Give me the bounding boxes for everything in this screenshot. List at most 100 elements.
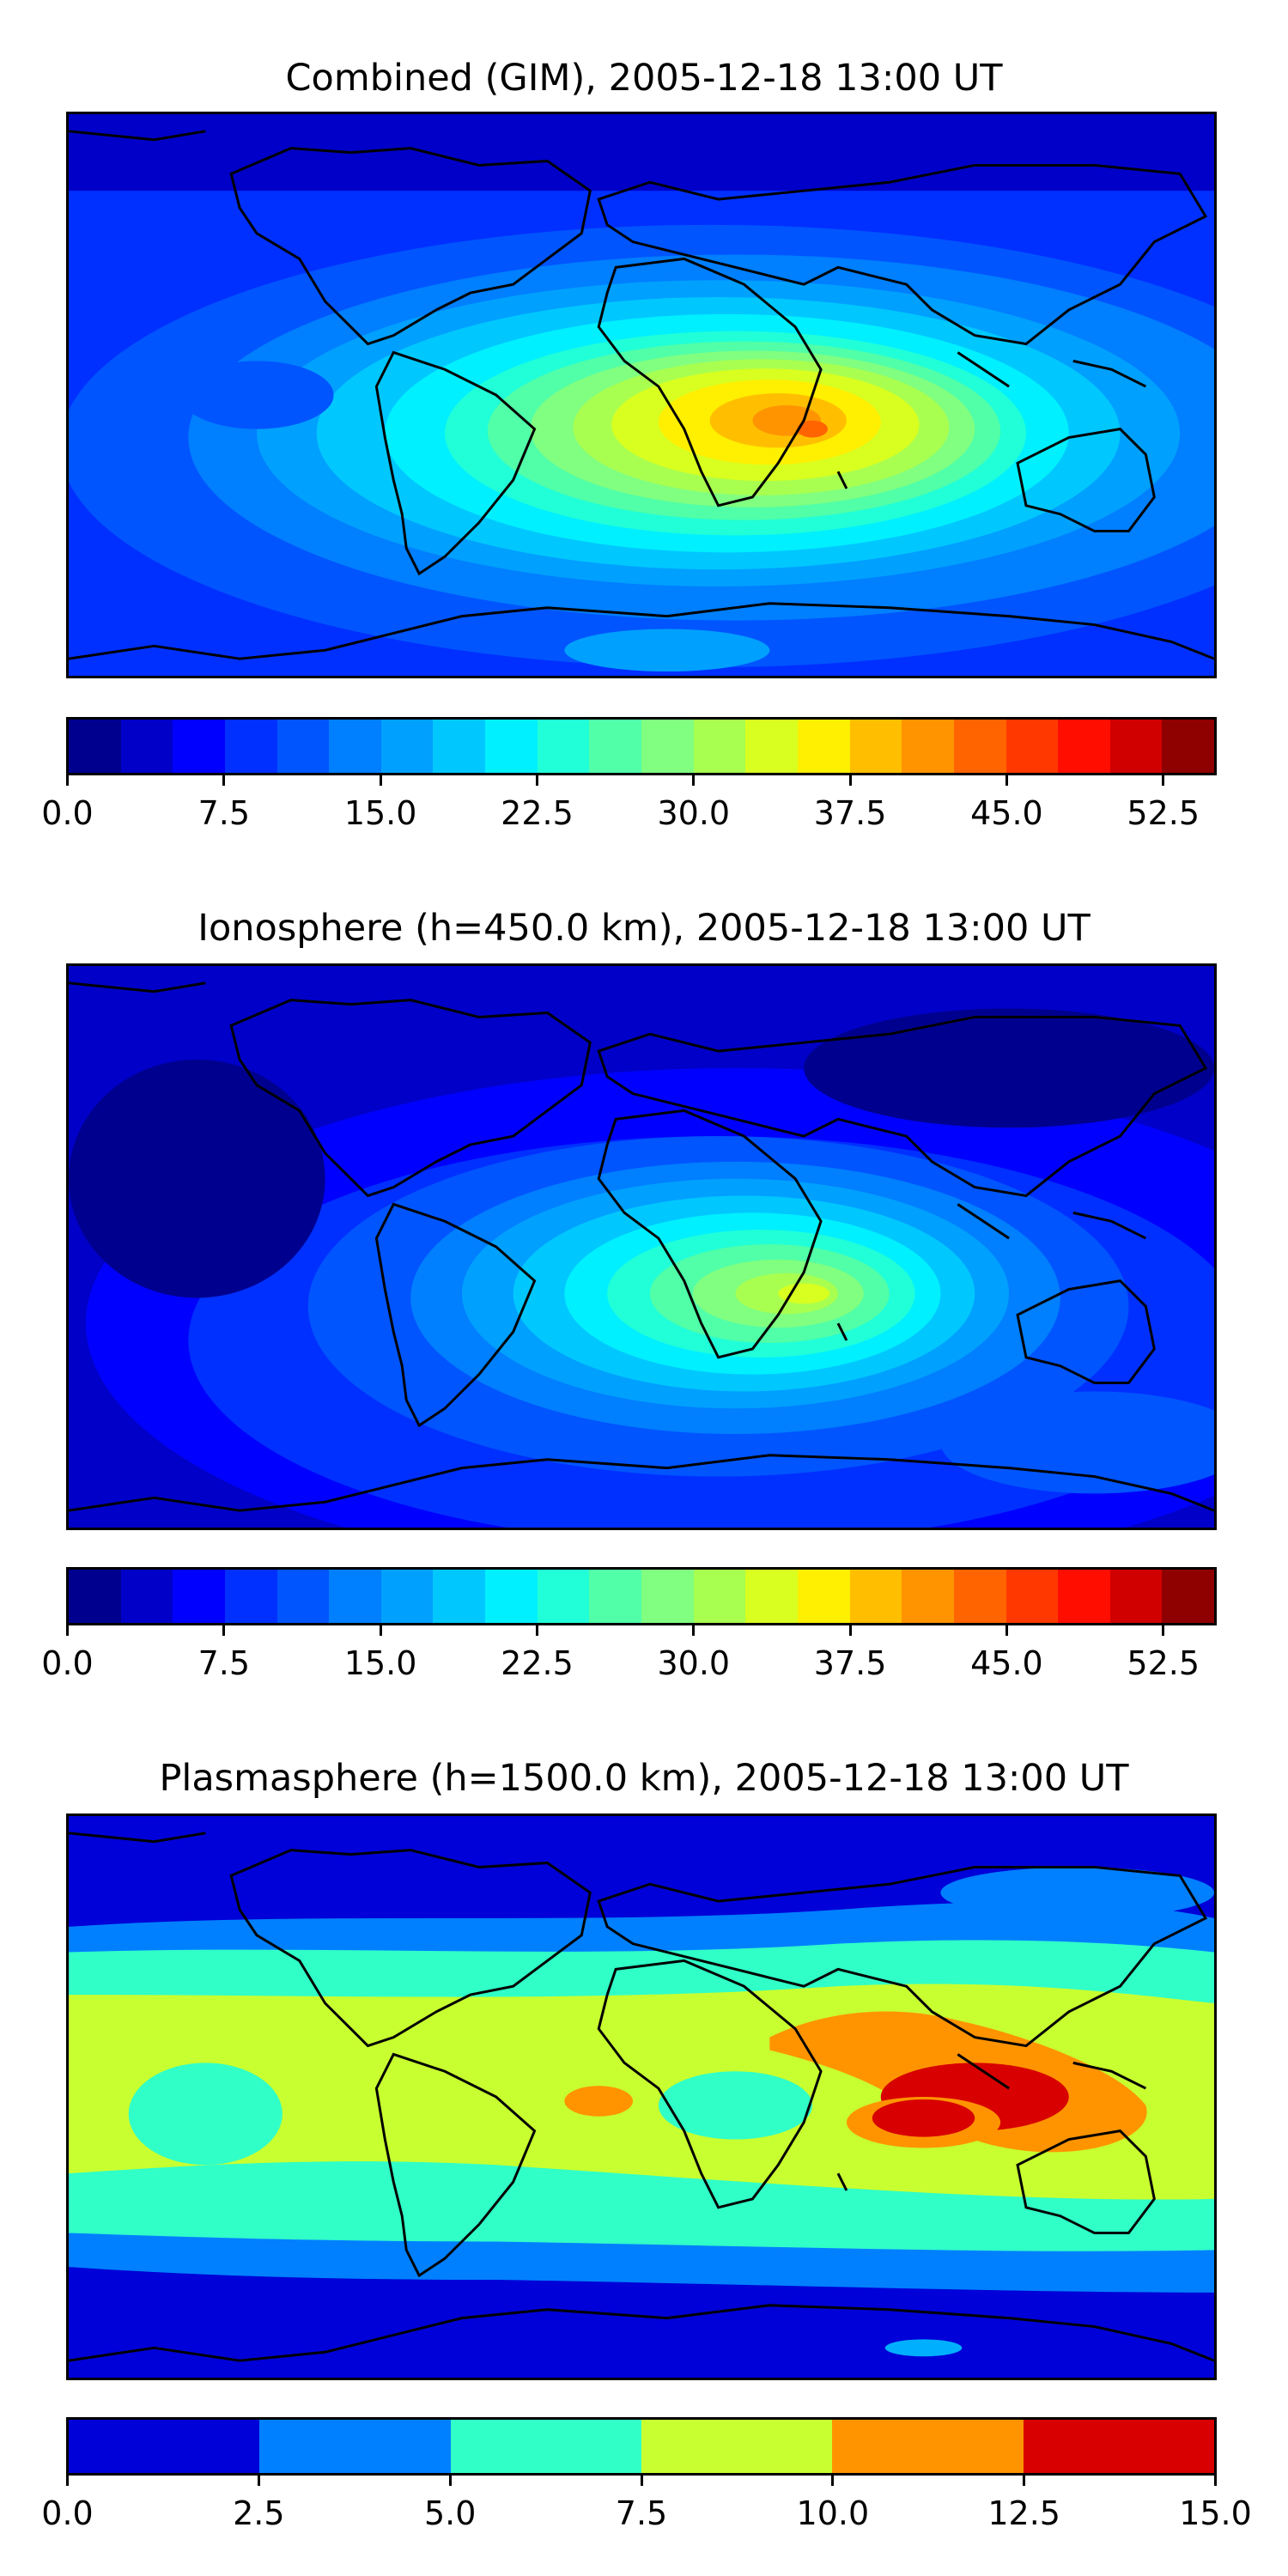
colorbar-tick-mark bbox=[448, 2476, 452, 2486]
map-title-ionosphere: Ionosphere (h=450.0 km), 2005-12-18 13:0… bbox=[197, 907, 1091, 950]
colorbar-ionosphere bbox=[66, 1567, 1217, 1625]
colorbar-segment bbox=[433, 720, 486, 773]
colorbar-tick-label: 45.0 bbox=[970, 1644, 1043, 1682]
colorbar-segment bbox=[485, 1570, 538, 1623]
colorbar-segment bbox=[589, 1570, 642, 1623]
colorbar-tick-mark bbox=[66, 1625, 69, 1636]
colorbar-tick-mark bbox=[831, 2476, 835, 2486]
colorbar-segment bbox=[1023, 2420, 1214, 2473]
colorbar-tick-mark bbox=[1162, 775, 1165, 786]
colorbar-segment bbox=[537, 720, 590, 773]
colorbar-segment bbox=[1162, 1570, 1215, 1623]
colorbar-segment bbox=[849, 720, 902, 773]
colorbar-tick-mark bbox=[66, 775, 69, 786]
tec-field-plasmasphere bbox=[69, 1816, 1214, 2378]
map-ionosphere bbox=[66, 963, 1217, 1530]
colorbar-segment bbox=[173, 1570, 225, 1623]
colorbar-tick-mark bbox=[1005, 775, 1008, 786]
colorbar-tick-mark bbox=[379, 1625, 382, 1636]
colorbar-segment bbox=[1162, 720, 1215, 773]
colorbar-tick-mark bbox=[692, 1625, 696, 1636]
colorbar-tick-mark bbox=[257, 2476, 260, 2486]
colorbar-tick-label: 30.0 bbox=[657, 1644, 731, 1682]
colorbar-tick-label: 30.0 bbox=[657, 794, 731, 832]
colorbar-segment bbox=[902, 1570, 954, 1623]
colorbar-tick-mark bbox=[535, 775, 538, 786]
map-title-combined: Combined (GIM), 2005-12-18 13:00 UT bbox=[285, 57, 1003, 100]
colorbar-segment bbox=[745, 720, 798, 773]
colorbar-tick-mark bbox=[1162, 1625, 1165, 1636]
colorbar-segment bbox=[329, 1570, 381, 1623]
tec-field-ionosphere bbox=[69, 966, 1214, 1528]
colorbar-ticks-plasmasphere: 0.0 2.5 5.0 7.5 10.0 12.5 15.0 bbox=[41, 2476, 1252, 2532]
colorbar-tick-label: 0.0 bbox=[41, 1644, 94, 1682]
colorbar-segment bbox=[797, 1570, 850, 1623]
colorbar-segment bbox=[797, 720, 850, 773]
colorbar-segment bbox=[276, 1570, 330, 1623]
colorbar-segment bbox=[224, 1570, 277, 1623]
colorbar-tick-label: 22.5 bbox=[501, 1644, 574, 1682]
colorbar-segment bbox=[953, 720, 1006, 773]
colorbar-segment bbox=[1109, 1570, 1163, 1623]
colorbar-segment bbox=[849, 1570, 902, 1623]
colorbar-tick-label: 22.5 bbox=[501, 794, 574, 832]
colorbar-segment bbox=[641, 1570, 694, 1623]
colorbar-tick-mark bbox=[1023, 2476, 1026, 2486]
colorbar-ticks-ionosphere: 0.0 7.5 15.0 22.5 30.0 37.5 45.0 52.5 bbox=[41, 1625, 1217, 1682]
colorbar-tick-label: 15.0 bbox=[1179, 2494, 1252, 2532]
colorbar-tick-label: 12.5 bbox=[987, 2494, 1060, 2532]
colorbar-tick-label: 0.0 bbox=[41, 794, 94, 832]
map-plasmasphere bbox=[66, 1814, 1217, 2380]
colorbar-tick-mark bbox=[692, 775, 696, 786]
colorbar-combined bbox=[66, 717, 1217, 775]
colorbar-segment bbox=[173, 720, 225, 773]
map-title-plasmasphere: Plasmasphere (h=1500.0 km), 2005-12-18 1… bbox=[159, 1757, 1129, 1800]
colorbar-segment bbox=[641, 2420, 833, 2473]
coastline-combined bbox=[69, 130, 1214, 660]
colorbar-segment bbox=[832, 2420, 1024, 2473]
colorbar-tick-mark bbox=[66, 2476, 69, 2486]
colorbar-segment bbox=[259, 2420, 451, 2473]
colorbar-segment bbox=[380, 1570, 434, 1623]
colorbar-tick-label: 52.5 bbox=[1127, 794, 1200, 832]
colorbar-segment bbox=[953, 1570, 1006, 1623]
colorbar-tick-label: 10.0 bbox=[796, 2494, 870, 2532]
colorbar-segment bbox=[693, 1570, 746, 1623]
colorbar-segment bbox=[693, 720, 746, 773]
colorbar-tick-mark bbox=[535, 1625, 538, 1636]
colorbar-segment bbox=[641, 720, 694, 773]
colorbar-tick-mark bbox=[848, 775, 852, 786]
colorbar-segment bbox=[1005, 720, 1059, 773]
colorbar-tick-mark bbox=[1005, 1625, 1008, 1636]
map-combined bbox=[66, 112, 1217, 678]
colorbar-segment bbox=[485, 720, 538, 773]
colorbar-segment bbox=[69, 2420, 260, 2473]
colorbar-tick-label: 45.0 bbox=[970, 794, 1043, 832]
colorbar-segment bbox=[69, 1570, 121, 1623]
colorbar-segment bbox=[450, 2420, 641, 2473]
colorbar-segment bbox=[380, 720, 434, 773]
tec-field-combined bbox=[69, 114, 1214, 676]
colorbar-segment bbox=[537, 1570, 590, 1623]
colorbar-tick-mark bbox=[848, 1625, 852, 1636]
colorbar-tick-label: 0.0 bbox=[41, 2494, 94, 2532]
colorbar-segment bbox=[120, 720, 173, 773]
colorbar-segment bbox=[329, 720, 381, 773]
colorbar-tick-mark bbox=[222, 775, 226, 786]
colorbar-tick-label: 15.0 bbox=[343, 794, 417, 832]
colorbar-segment bbox=[902, 720, 954, 773]
colorbar-segment bbox=[224, 720, 277, 773]
colorbar-tick-label: 5.0 bbox=[423, 2494, 477, 2532]
colorbar-tick-label: 2.5 bbox=[233, 2494, 285, 2532]
colorbar-segment bbox=[69, 720, 121, 773]
colorbar-plasmasphere bbox=[66, 2417, 1217, 2476]
colorbar-segment bbox=[1058, 1570, 1110, 1623]
coastline-ionosphere bbox=[69, 981, 1214, 1512]
colorbar-segment bbox=[745, 1570, 798, 1623]
colorbar-tick-label: 7.5 bbox=[197, 794, 251, 832]
colorbar-segment bbox=[276, 720, 330, 773]
colorbar-segment bbox=[1109, 720, 1163, 773]
colorbar-tick-mark bbox=[379, 775, 382, 786]
coastline-plasmasphere bbox=[69, 1832, 1214, 2362]
colorbar-tick-label: 52.5 bbox=[1127, 1644, 1200, 1682]
